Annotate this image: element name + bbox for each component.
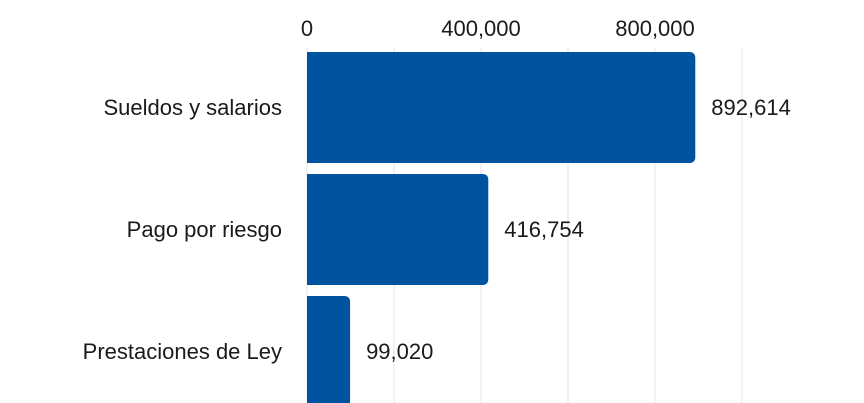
category-label: Sueldos y salarios: [103, 95, 282, 120]
bar: [307, 296, 351, 403]
value-labels: 892,614 416,754 99,020: [366, 95, 791, 364]
data-label: 416,754: [504, 217, 584, 242]
data-label: 892,614: [711, 95, 791, 120]
x-tick-label: 400,000: [441, 16, 521, 41]
data-label: 99,020: [366, 339, 433, 364]
bar: [307, 174, 489, 285]
category-label: Pago por riesgo: [127, 217, 282, 242]
bars: [307, 52, 696, 403]
category-labels: Sueldos y salarios Pago por riesgo Prestac…: [83, 95, 282, 364]
category-label: Prestaciones de Ley: [83, 339, 282, 364]
x-tick-label: 800,000: [615, 16, 695, 41]
x-axis-ticks: 0 400,000 800,000: [301, 16, 695, 41]
bar: [307, 52, 696, 163]
x-tick-label: 0: [301, 16, 313, 41]
